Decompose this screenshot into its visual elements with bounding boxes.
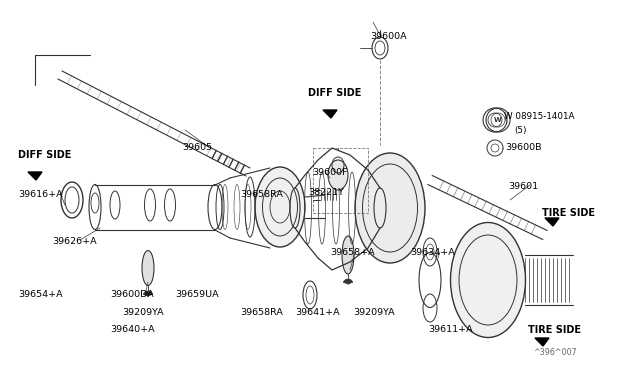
Text: 39611+A: 39611+A — [428, 325, 472, 334]
Text: 39658RA: 39658RA — [240, 308, 283, 317]
Text: 39600B: 39600B — [505, 143, 541, 152]
Text: W: W — [494, 117, 502, 123]
Text: 39658RA: 39658RA — [240, 190, 283, 199]
Ellipse shape — [328, 160, 348, 190]
Text: 39209YA: 39209YA — [122, 308, 164, 317]
Text: 39634+A: 39634+A — [410, 248, 455, 257]
Text: W 08915-1401A: W 08915-1401A — [504, 112, 575, 121]
Text: DIFF SIDE: DIFF SIDE — [308, 88, 362, 98]
Polygon shape — [545, 218, 559, 226]
Ellipse shape — [342, 236, 354, 274]
Text: (5): (5) — [514, 126, 527, 135]
Polygon shape — [323, 110, 337, 118]
Text: 39600F: 39600F — [312, 168, 348, 177]
Ellipse shape — [255, 167, 305, 247]
Bar — [313, 148, 368, 213]
Text: 39626+A: 39626+A — [52, 237, 97, 246]
Wedge shape — [143, 291, 153, 296]
Text: 38221Y: 38221Y — [308, 188, 344, 197]
Ellipse shape — [451, 222, 525, 337]
Text: 39209YA: 39209YA — [353, 308, 395, 317]
Text: 39658+A: 39658+A — [330, 248, 374, 257]
Text: 39640+A: 39640+A — [110, 325, 155, 334]
Text: 39659UA: 39659UA — [175, 290, 219, 299]
Wedge shape — [343, 279, 353, 284]
Text: 39600DA: 39600DA — [110, 290, 154, 299]
Ellipse shape — [355, 153, 425, 263]
Text: TIRE SIDE: TIRE SIDE — [528, 325, 581, 335]
Text: 39641+A: 39641+A — [295, 308, 340, 317]
Text: 39605: 39605 — [182, 143, 212, 152]
Text: DIFF SIDE: DIFF SIDE — [18, 150, 72, 160]
Polygon shape — [28, 172, 42, 180]
Text: 39600A: 39600A — [370, 32, 406, 41]
Ellipse shape — [142, 250, 154, 285]
Text: 39654+A: 39654+A — [18, 290, 63, 299]
Text: TIRE SIDE: TIRE SIDE — [542, 208, 595, 218]
Text: ^396^007: ^396^007 — [533, 348, 577, 357]
Text: 39616+A: 39616+A — [18, 190, 63, 199]
Text: 39601: 39601 — [508, 182, 538, 191]
Polygon shape — [535, 338, 549, 346]
